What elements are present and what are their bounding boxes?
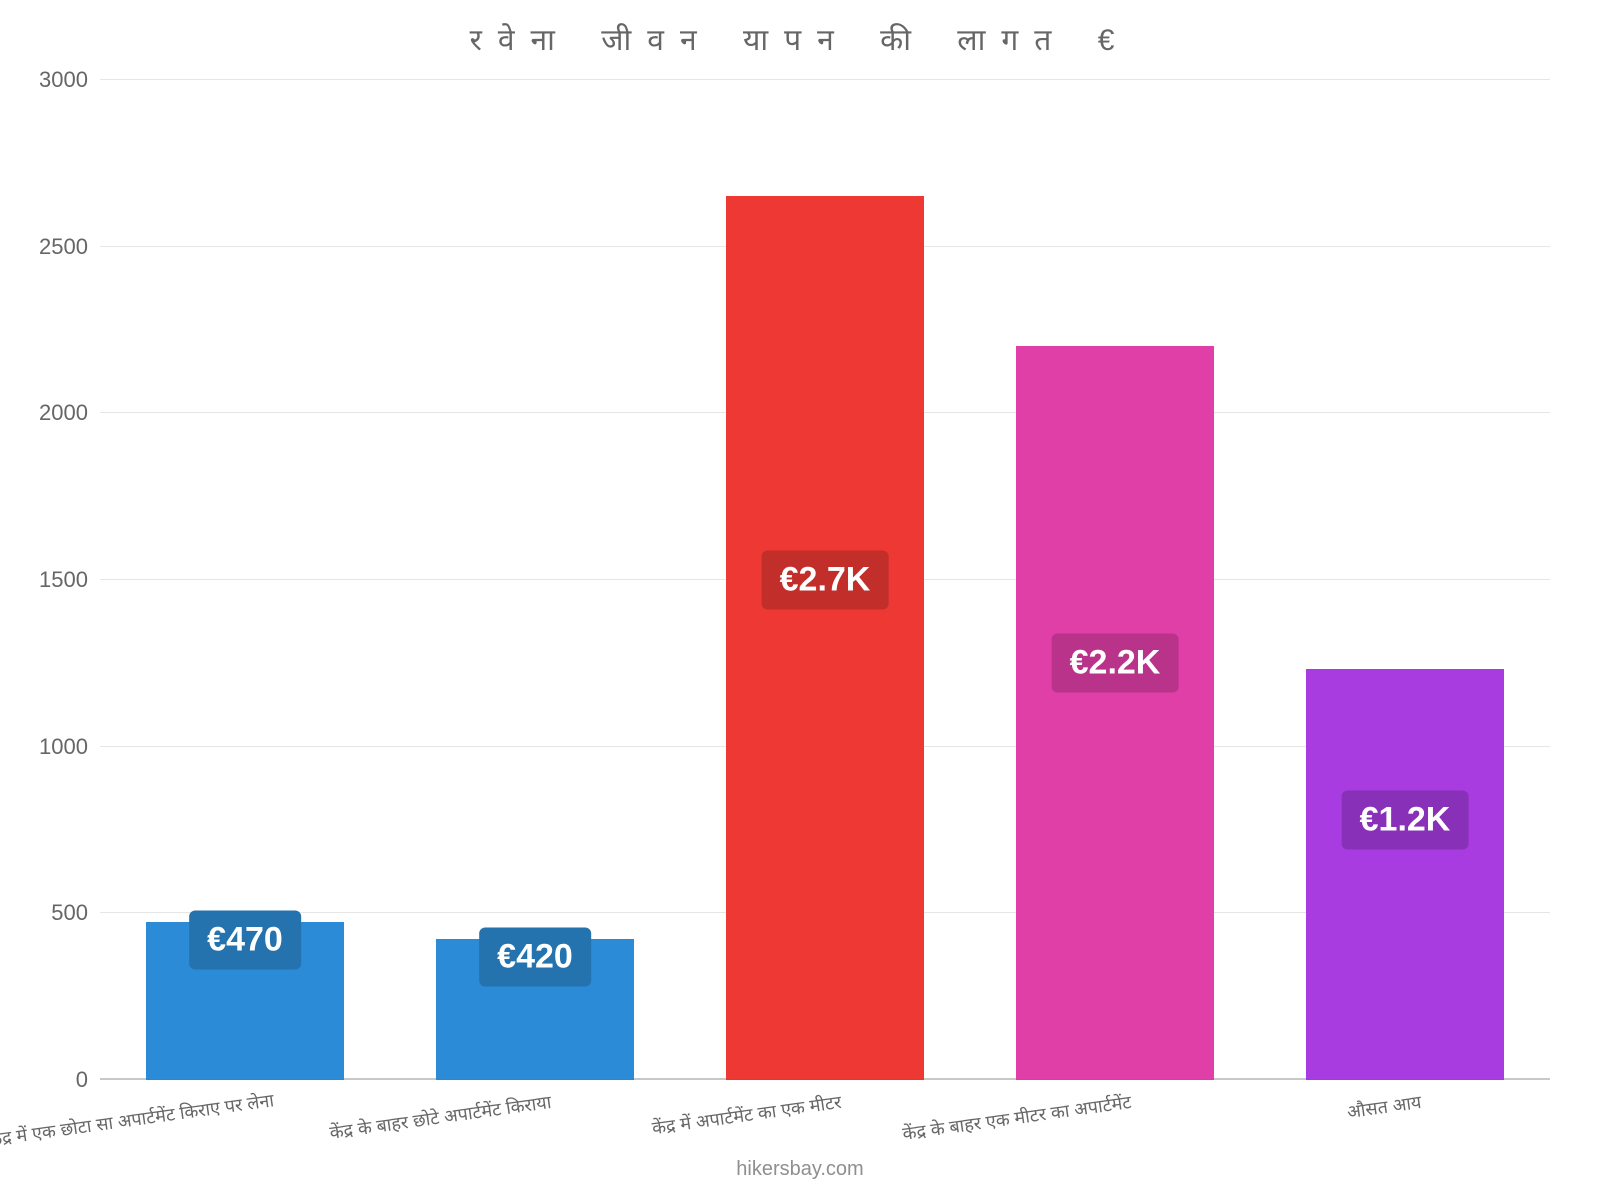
- bar-value-label: €2.7K: [762, 551, 889, 610]
- plot-area: 050010001500200025003000€470केंद्र में ए…: [100, 80, 1550, 1080]
- x-tick-label: केंद्र के बाहर छोटे अपार्टमेंट किराया: [277, 1090, 553, 1152]
- x-tick-label: केंद्र में एक छोटा सा अपार्टमेंट किराए प…: [0, 1090, 263, 1152]
- chart-container: रवेना जीवन यापन की लागत € 05001000150020…: [0, 0, 1600, 1200]
- y-tick-label: 3000: [39, 67, 88, 93]
- y-tick-label: 2000: [39, 400, 88, 426]
- bar-value-label: €470: [189, 911, 301, 970]
- bar-value-label: €420: [479, 927, 591, 986]
- bar-value-label: €1.2K: [1342, 791, 1469, 850]
- y-tick-label: 500: [51, 900, 88, 926]
- gridline: [100, 79, 1550, 80]
- y-tick-label: 0: [76, 1067, 88, 1093]
- x-tick-label: केंद्र में अपार्टमेंट का एक मीटर: [567, 1090, 843, 1152]
- y-tick-label: 1500: [39, 567, 88, 593]
- bar: [1016, 346, 1213, 1080]
- y-tick-label: 2500: [39, 234, 88, 260]
- chart-footer: hikersbay.com: [0, 1158, 1600, 1181]
- y-tick-label: 1000: [39, 734, 88, 760]
- chart-title: रवेना जीवन यापन की लागत €: [0, 18, 1600, 59]
- x-tick-label: केंद्र के बाहर एक मीटर का अपार्टमेंट: [857, 1090, 1133, 1152]
- x-tick-label: औसत आय: [1147, 1090, 1423, 1152]
- bar: [1306, 669, 1503, 1080]
- bar: [726, 196, 923, 1080]
- bar-value-label: €2.2K: [1052, 634, 1179, 693]
